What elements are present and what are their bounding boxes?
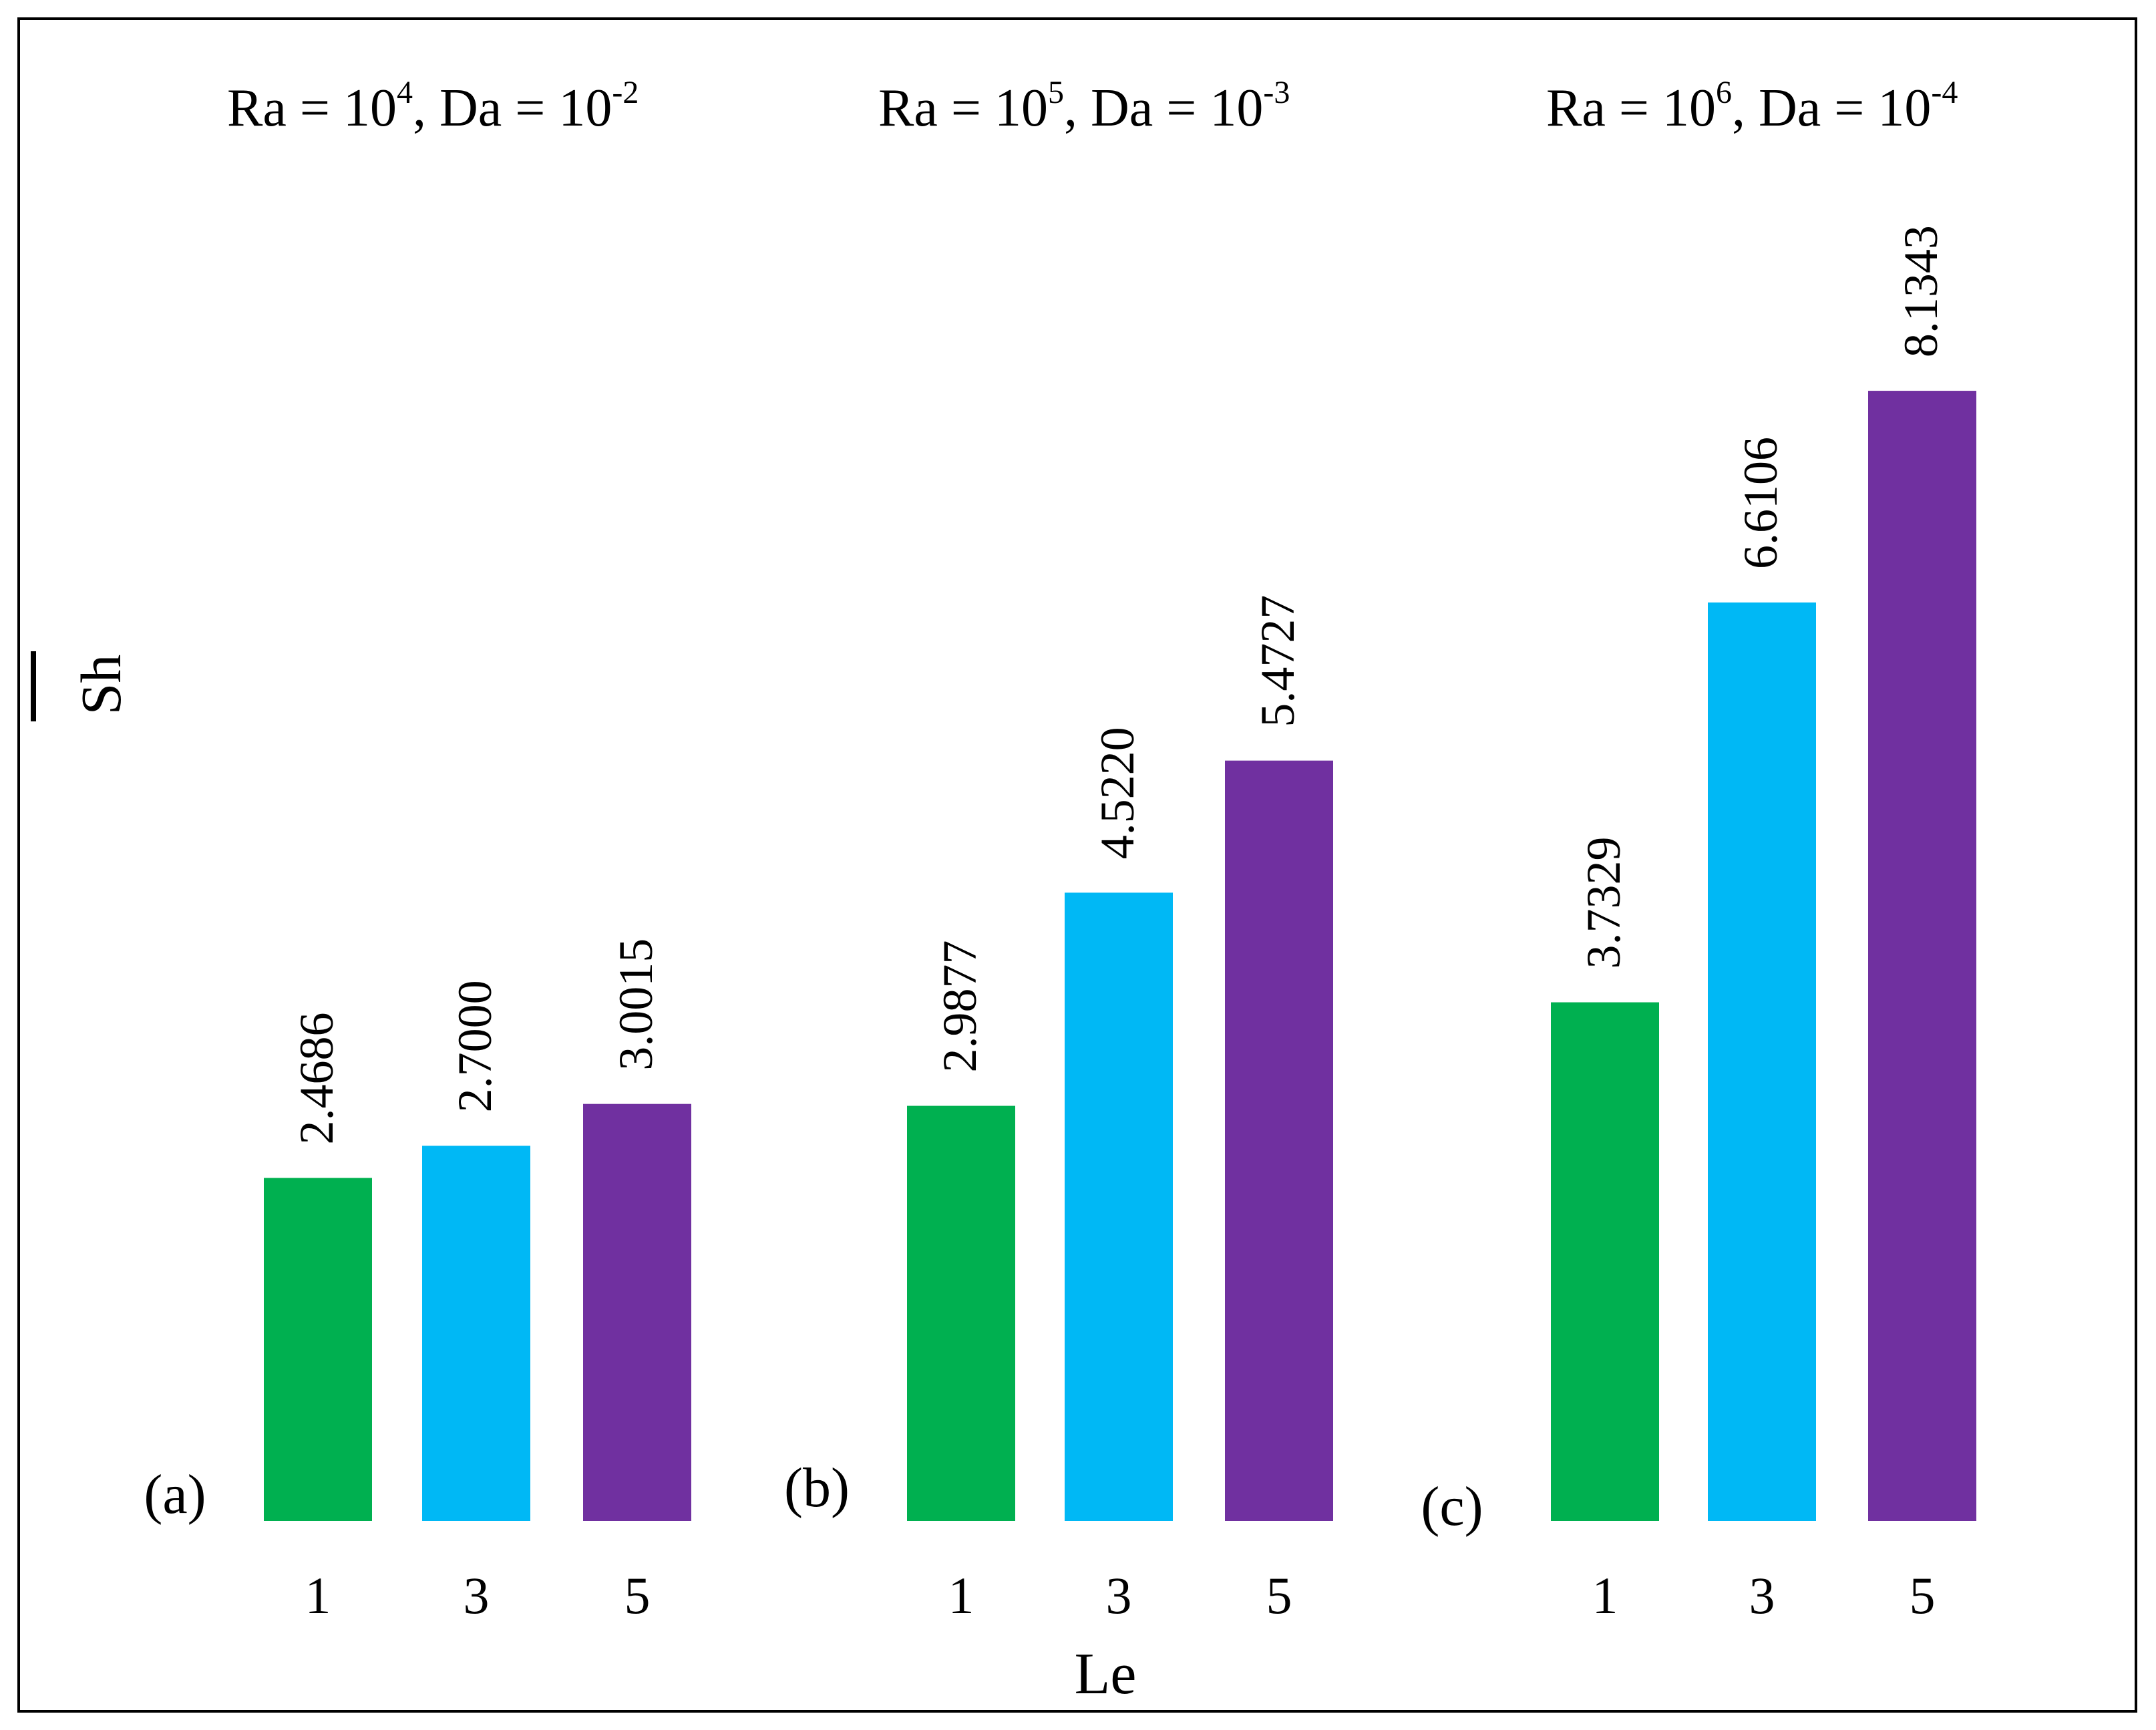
title-ra-base: Ra = 10 [227,79,397,138]
x-tick-label: 1 [1592,1566,1618,1624]
x-axis-label: Le [1075,1642,1137,1707]
data-label: 2.9877 [933,940,986,1073]
title-ra-base: Ra = 10 [878,79,1048,138]
title-da-base: , Da = 10 [1064,79,1263,138]
x-tick-label: 1 [305,1566,331,1624]
title-ra-exp: 4 [397,75,413,110]
title-da-base: , Da = 10 [413,79,612,138]
panel-c: Ra = 106, Da = 10-4 (c) 3.7329 1 6.6106 3 8.13… [1421,75,1976,1624]
x-tick-label: 5 [1910,1566,1936,1624]
data-label: 3.0015 [609,938,663,1071]
title-ra-exp: 6 [1716,75,1732,110]
y-axis-label-group: Sh [31,651,133,721]
panel-label: (a) [144,1463,206,1526]
data-label: 8.1343 [1894,225,1948,357]
title-ra-base: Ra = 10 [1546,79,1716,138]
data-label: 4.5220 [1091,727,1144,859]
figure-frame [17,17,2137,1713]
bar [1225,760,1333,1521]
title-da-base: , Da = 10 [1732,79,1931,138]
x-tick-label: 5 [1266,1566,1292,1624]
bar [264,1178,372,1521]
x-tick-label: 5 [624,1566,651,1624]
bar [422,1146,530,1521]
x-tick-label: 3 [1106,1566,1132,1624]
title-da-exp: -4 [1931,75,1958,110]
panel-title: Ra = 105, Da = 10-3 [878,75,1290,138]
panel-title: Ra = 106, Da = 10-4 [1546,75,1958,138]
bar [583,1103,691,1521]
bar-panels: Ra = 104, Da = 10-2(a)2.468612.700033.00… [144,75,1976,1624]
bar [907,1105,1015,1521]
data-label: 2.7000 [448,980,502,1112]
bar [1065,892,1173,1521]
x-tick-label: 1 [948,1566,974,1624]
bar [1868,391,1976,1521]
panel-a: Ra = 104, Da = 10-2 (a) 2.4686 1 2.7000 3 3.00… [144,75,691,1624]
title-da-exp: -2 [612,75,639,110]
x-tick-label: 3 [1749,1566,1775,1624]
panel-label: (c) [1421,1476,1483,1538]
title-da-exp: -3 [1263,75,1290,110]
bar [1551,1002,1659,1521]
data-label: 6.6106 [1734,437,1787,569]
x-tick-label: 3 [464,1566,490,1624]
data-label: 2.4686 [290,1013,343,1145]
panel-b: Ra = 105, Da = 10-3(b)2.987714.522035.47… [784,75,1333,1624]
panel-title: Ra = 104, Da = 10-2 [227,75,639,138]
data-label: 3.7329 [1577,837,1630,969]
title-ra-exp: 5 [1048,75,1064,110]
panel-label: (b) [784,1457,850,1519]
data-label: 5.4727 [1251,595,1304,727]
y-axis-label: Sh [69,655,133,715]
bar [1708,602,1816,1522]
